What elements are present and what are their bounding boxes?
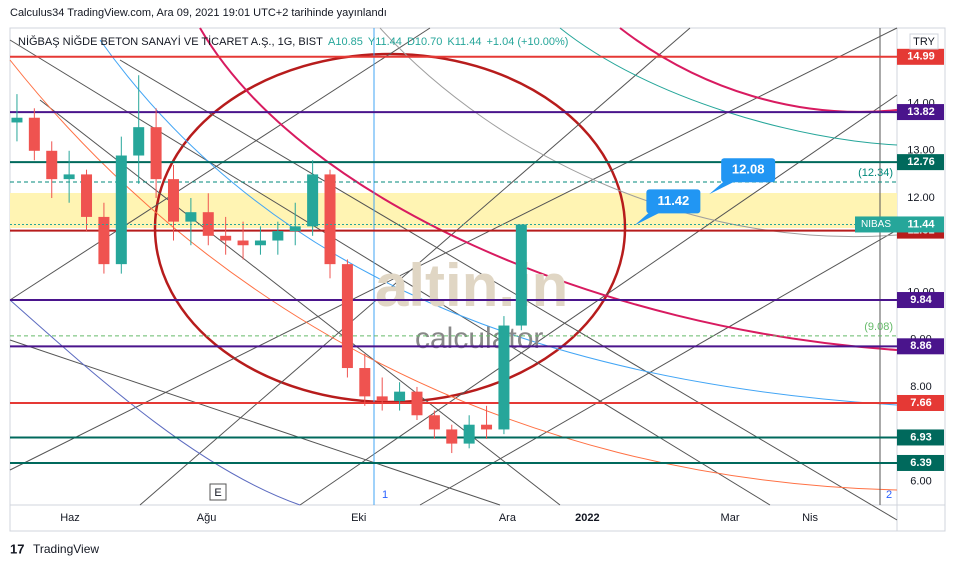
candle-body [481,424,493,430]
candle-body [498,325,510,430]
logo: 17 [10,541,24,556]
candle-body [428,415,440,430]
candle-body [202,212,214,236]
candle-body [324,174,336,265]
arc [9,299,301,506]
callout-label: 11.42 [657,193,689,208]
level-badge [897,104,944,121]
level-badge [897,454,944,471]
level-badge [897,394,944,411]
last-price: 11.44 [908,218,936,230]
y-tick-label: 6.00 [910,475,931,487]
symbol-badge [855,216,897,233]
candle-body [289,226,301,232]
watermark: calculator [415,322,543,355]
candle-body [272,231,284,241]
ohlc-value: Y11.44 [368,36,402,48]
ohlc-value: +1.04 (+10.00%) [486,36,568,48]
watermark: altin.in [375,252,568,319]
level-badge [897,154,944,171]
level-badge [897,429,944,446]
candle-body [133,127,145,156]
callout-pointer [634,211,663,226]
candle-body [150,127,162,180]
candle-body [98,216,110,265]
x-tick-label: Eki [351,512,366,524]
x-tick-label: Mar [721,512,740,524]
footer: TradingView [33,542,99,556]
ohlc-value: D10.70 [407,36,442,48]
candle-body [220,235,232,241]
candle-body [11,117,23,123]
x-tick-label: Nis [802,512,818,524]
event-box[interactable] [209,483,227,501]
candle-body [115,155,127,265]
ohlc-value: A10.85 [328,36,363,48]
callout-label: 12.08 [732,162,765,177]
last-price-badge [897,216,944,233]
candle-body [376,396,388,402]
y-tick-label: 12.00 [907,192,935,204]
level-label: 7.66 [910,397,931,409]
level-badge [897,48,944,65]
currency-box [909,33,939,50]
candle-body [46,150,58,180]
highlight-zone [10,193,897,228]
level-badge [897,292,944,309]
candle-body [394,391,406,402]
candle-body [411,391,423,416]
marker[interactable]: E [214,487,221,499]
x-tick-label: 2022 [575,512,599,524]
frame [9,27,946,532]
arc [379,27,898,238]
candle-body [515,224,527,326]
level-label: 12.76 [907,156,935,168]
candle-body [359,368,371,397]
candle-body [167,179,179,222]
candle-body [237,240,249,246]
arc [99,39,898,406]
level-label: 14.99 [907,51,935,63]
header: Calculus34 TradingView.com, Ara 09, 2021… [10,7,387,19]
marker: 1 [382,489,388,501]
x-tick-label: Haz [60,512,80,524]
candle-body [28,117,40,151]
currency: TRY [913,36,935,48]
level-label: 6.39 [910,457,931,469]
candle-body [63,174,75,180]
symbol: NIBAS [861,219,891,230]
candle-body [463,424,475,444]
arc [199,27,898,351]
level-label: 9.84 [910,294,932,306]
candle-body [307,174,319,227]
callout-pointer [709,180,738,195]
candle-body [81,174,93,217]
x-tick-label: Ara [499,512,517,524]
level-label: (12.34) [858,167,893,179]
ohlc-value: K11.44 [447,36,481,48]
level-label: 13.82 [907,106,935,118]
candle-body [185,212,197,222]
y-tick-label: 13.00 [907,145,935,157]
candle-body [341,264,353,369]
x-tick-label: Ağu [197,512,217,524]
callout-box [646,189,701,214]
y-tick-label: 8.00 [910,381,931,393]
callout-box [721,158,776,183]
level-label: 6.93 [910,431,931,443]
level-badge [897,338,944,355]
level-label: 8.86 [910,340,931,352]
candle-body [446,429,458,444]
marker: 2 [886,489,892,501]
chart-title: NİĞBAŞ NİĞDE BETON SANAYİ VE TİCARET A.Ş… [18,35,323,48]
candle-body [254,240,266,246]
level-label: (9.08) [864,321,893,333]
